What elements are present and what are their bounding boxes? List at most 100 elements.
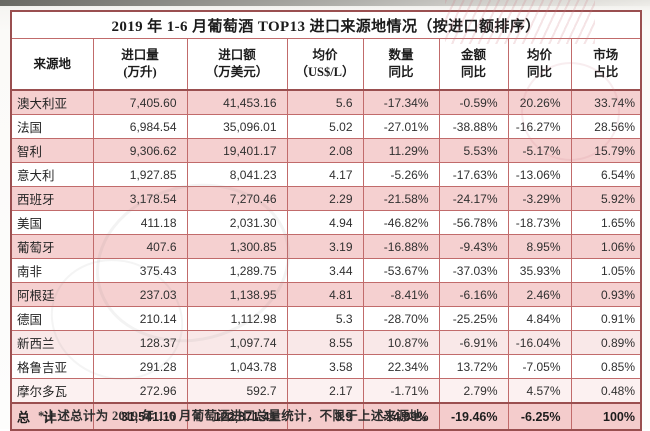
cell-value: 3.19 <box>286 234 364 259</box>
column-header-1: 进口量 (万升) <box>92 38 188 91</box>
cell-region: 法国 <box>10 114 94 139</box>
cell-value: -37.03% <box>438 258 509 283</box>
cell-value: -5.17% <box>507 138 572 163</box>
cell-region: 智利 <box>10 138 94 163</box>
cell-region: 摩尔多瓦 <box>10 378 94 404</box>
cell-region: 意大利 <box>10 162 94 187</box>
cell-value: 100% <box>570 402 642 431</box>
table-row: 法国 6,984.54 35,096.01 5.02 -27.01% -38.88% -16… <box>10 114 642 139</box>
table-row: 美国 411.18 2,031.30 4.94 -46.82% -56.78% -18.73… <box>10 210 642 235</box>
cell-value: 4.17 <box>286 162 364 187</box>
table-row: 澳大利亚 7,405.60 41,453.16 5.6 -17.34% -0.59% 20.… <box>10 89 642 115</box>
table-row: 阿根廷 237.03 1,138.95 4.81 -8.41% -6.16% 2.46% 0.… <box>10 282 642 307</box>
cell-value: -0.59% <box>438 89 509 115</box>
cell-value: 2.17 <box>286 378 364 404</box>
cell-value: 35.93% <box>507 258 572 283</box>
cell-value: -56.78% <box>438 210 509 235</box>
cell-value: 7,405.60 <box>92 89 188 115</box>
cell-value: 2.08 <box>286 138 364 163</box>
cell-value: 5.53% <box>438 138 509 163</box>
cell-value: -27.01% <box>362 114 440 139</box>
table-row: 智利 9,306.62 19,401.17 2.08 11.29% 5.53% -5.17%… <box>10 138 642 163</box>
cell-value: 22.34% <box>362 354 440 379</box>
cell-value: 31,541.10 <box>92 402 188 431</box>
cell-value: 5.6 <box>286 89 364 115</box>
table-row: 西班牙 3,178.54 7,270.46 2.29 -21.58% -24.17% -3.… <box>10 186 642 211</box>
cell-value: -19.46% <box>438 402 509 431</box>
cell-value: 291.28 <box>92 354 188 379</box>
cell-region: 葡萄牙 <box>10 234 94 259</box>
photo-top-edge <box>0 0 650 6</box>
cell-value: 10.87% <box>362 330 440 355</box>
table-title-row: 2019 年 1-6 月葡萄酒 TOP13 进口来源地情况（按进口额排序） <box>10 10 642 39</box>
cell-value: 1.05% <box>570 258 642 283</box>
cell-value: 33.74% <box>570 89 642 115</box>
cell-value: 4.84% <box>507 306 572 331</box>
table-row: 南非 375.43 1,289.75 3.44 -53.67% -37.03% 35.93%… <box>10 258 642 283</box>
cell-value: 1,138.95 <box>186 282 288 307</box>
cell-value: 128.37 <box>92 330 188 355</box>
cell-value: 8,041.23 <box>186 162 288 187</box>
cell-value: 3.44 <box>286 258 364 283</box>
cell-value: -8.41% <box>362 282 440 307</box>
cell-value: -9.43% <box>438 234 509 259</box>
cell-value: 210.14 <box>92 306 188 331</box>
footnote: *上述总计为 2019 年 1-6 月葡萄酒进口总量统计，不限于上述来源地。 <box>38 409 435 423</box>
column-header-7: 市场 占比 <box>570 38 642 91</box>
cell-value: -21.58% <box>362 186 440 211</box>
table-row: 德国 210.14 1,112.98 5.3 -28.70% -25.25% 4.84% 0.… <box>10 306 642 331</box>
cell-value: 1.65% <box>570 210 642 235</box>
cell-value: 0.85% <box>570 354 642 379</box>
cell-value: -38.88% <box>438 114 509 139</box>
table-header-row: 来源地 进口量 (万升) 进口额 （万美元） 均价 （US$/L） 数量 同比 金额 同比… <box>10 38 642 91</box>
table-row: 新西兰 128.37 1,097.74 8.55 10.87% -6.91% -16.04%… <box>10 330 642 355</box>
cell-value: -25.25% <box>438 306 509 331</box>
cell-value: 19,401.17 <box>186 138 288 163</box>
cell-value: 375.43 <box>92 258 188 283</box>
cell-value: 122,871.41 <box>186 402 288 431</box>
cell-value: 1,289.75 <box>186 258 288 283</box>
cell-value: -14.09% <box>362 402 440 431</box>
cell-value: -17.63% <box>438 162 509 187</box>
table-title: 2019 年 1-6 月葡萄酒 TOP13 进口来源地情况（按进口额排序） <box>10 10 642 39</box>
cell-region: 阿根廷 <box>10 282 94 307</box>
cell-value: -46.82% <box>362 210 440 235</box>
table-row: 意大利 1,927.85 8,041.23 4.17 -5.26% -17.63% -13.… <box>10 162 642 187</box>
cell-value: -16.27% <box>507 114 572 139</box>
cell-value: 2.79% <box>438 378 509 404</box>
cell-value: 411.18 <box>92 210 188 235</box>
cell-value: -18.73% <box>507 210 572 235</box>
cell-value: 272.96 <box>92 378 188 404</box>
cell-value: -24.17% <box>438 186 509 211</box>
cell-value: -16.88% <box>362 234 440 259</box>
cell-value: -13.06% <box>507 162 572 187</box>
cell-value: -3.29% <box>507 186 572 211</box>
cell-value: -6.16% <box>438 282 509 307</box>
cell-region: 西班牙 <box>10 186 94 211</box>
column-header-2: 进口额 （万美元） <box>186 38 288 91</box>
column-header-0: 来源地 <box>10 38 94 91</box>
cell-value: 28.56% <box>570 114 642 139</box>
cell-value: 1.06% <box>570 234 642 259</box>
cell-value: 3,178.54 <box>92 186 188 211</box>
cell-region: 美国 <box>10 210 94 235</box>
cell-region: 澳大利亚 <box>10 89 94 115</box>
cell-value: 5.02 <box>286 114 364 139</box>
table-total-row: 总 计 31,541.10 122,871.41 3.9 -14.09% -19.46% -… <box>10 402 642 431</box>
cell-value: 6.54% <box>570 162 642 187</box>
cell-value: 20.26% <box>507 89 572 115</box>
cell-value: 1,097.74 <box>186 330 288 355</box>
cell-value: 407.6 <box>92 234 188 259</box>
cell-value: -53.67% <box>362 258 440 283</box>
table-row: 葡萄牙 407.6 1,300.85 3.19 -16.88% -9.43% 8.95% 1.… <box>10 234 642 259</box>
cell-value: 0.48% <box>570 378 642 404</box>
cell-value: 13.72% <box>438 354 509 379</box>
cell-value: 1,927.85 <box>92 162 188 187</box>
cell-value: 0.93% <box>570 282 642 307</box>
column-header-6: 均价 同比 <box>507 38 572 91</box>
cell-value: 0.91% <box>570 306 642 331</box>
cell-value: 8.95% <box>507 234 572 259</box>
cell-value: 35,096.01 <box>186 114 288 139</box>
cell-value: 4.81 <box>286 282 364 307</box>
